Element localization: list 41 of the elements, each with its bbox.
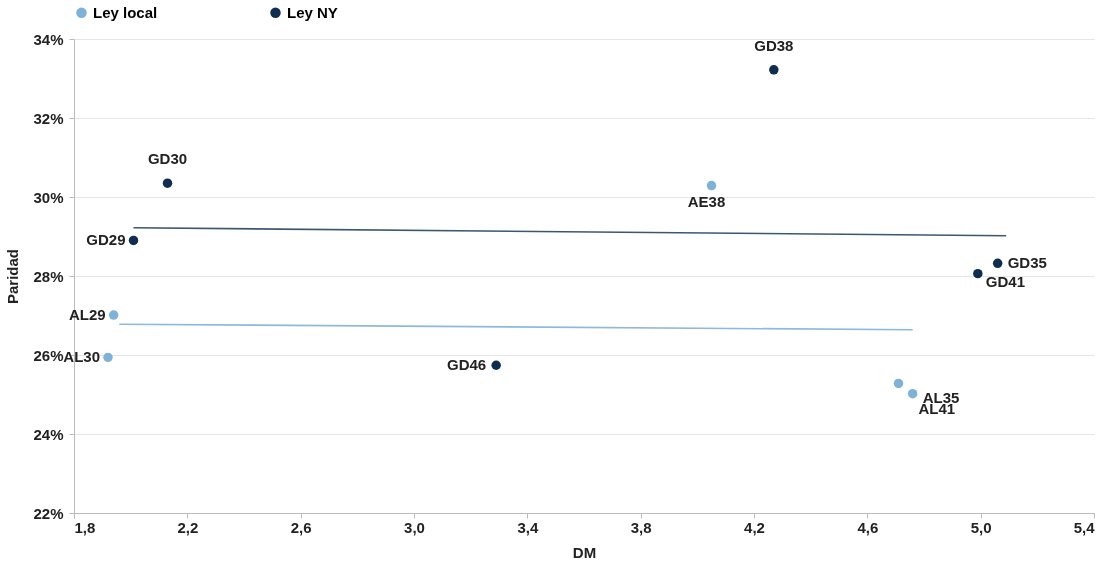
point xyxy=(706,180,717,191)
y-tick-label: 34% xyxy=(33,30,64,48)
x-tick-label: 2,2 xyxy=(177,518,199,536)
x-tick-label: 4,2 xyxy=(744,518,765,536)
point xyxy=(128,235,139,246)
point xyxy=(103,352,113,363)
x-tick-label: 3,8 xyxy=(630,518,652,536)
x-tick-label: 4,6 xyxy=(857,518,879,536)
point xyxy=(973,268,983,279)
point xyxy=(893,378,904,389)
x-axis-title: DM xyxy=(572,543,597,561)
point xyxy=(992,258,1003,269)
x-tick-label: 1,8 xyxy=(74,518,96,536)
x-tick-label: 2,6 xyxy=(290,518,312,536)
point xyxy=(907,388,918,399)
legend-label: Ley NY xyxy=(287,3,338,21)
y-tick-label: 28% xyxy=(33,267,64,285)
point xyxy=(108,310,119,320)
annotation: GD35 xyxy=(1007,254,1047,272)
point xyxy=(162,178,173,188)
y-tick-label: 22% xyxy=(33,504,64,522)
legend-label: Ley local xyxy=(93,3,158,21)
annotation: GD46 xyxy=(446,356,487,374)
annotation: GD41 xyxy=(985,272,1026,290)
annotation: AL29 xyxy=(68,306,106,324)
y-tick-label: 26% xyxy=(33,346,64,364)
y-tick-label: 30% xyxy=(33,188,64,206)
annotation: GD29 xyxy=(86,231,126,249)
x-tick-label: 5,4 xyxy=(1073,518,1096,536)
y-tick-label: 32% xyxy=(33,109,64,127)
point xyxy=(769,65,779,75)
annotation: AL30 xyxy=(63,348,100,366)
annotation: GD30 xyxy=(147,150,188,168)
annotation: AE38 xyxy=(687,192,726,210)
x-tick-label: 3,4 xyxy=(517,518,539,536)
point xyxy=(491,360,501,370)
x-tick-label: 3,0 xyxy=(404,518,425,536)
y-tick-label: 24% xyxy=(33,425,64,443)
y-axis-title: Paridad xyxy=(4,248,22,305)
x-tick-label: 5,0 xyxy=(970,518,992,536)
annotation: GD38 xyxy=(754,36,794,54)
